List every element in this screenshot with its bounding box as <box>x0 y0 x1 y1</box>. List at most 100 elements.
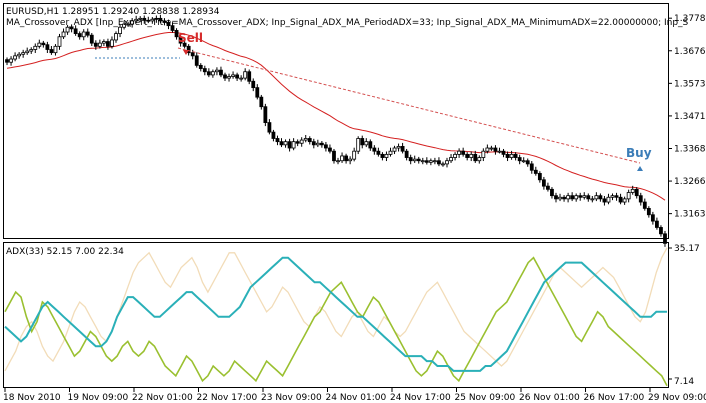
sell-signal[interactable]: Sell <box>178 31 203 55</box>
candle-body <box>655 220 659 228</box>
time-tick-label: 24 Nov 01:00 <box>326 393 387 403</box>
candle-body <box>247 71 252 82</box>
candle-body <box>582 195 587 198</box>
candle-body <box>186 45 191 54</box>
candle-body <box>101 41 106 44</box>
candle-body <box>578 195 583 198</box>
candle-body <box>227 76 231 79</box>
candle-body <box>194 55 199 66</box>
candle-body <box>574 195 579 200</box>
candle-body <box>481 150 486 158</box>
candle-body <box>182 42 187 47</box>
candle-body <box>566 195 571 200</box>
candle-body <box>166 22 171 27</box>
candle-body <box>509 153 514 158</box>
candle-body <box>449 157 453 162</box>
indicator-pane[interactable] <box>3 242 669 388</box>
candle-body <box>328 147 332 152</box>
candle-body <box>473 153 478 162</box>
adx-lines-layer <box>4 247 668 387</box>
candle-body <box>21 52 26 55</box>
candle-body <box>158 17 163 22</box>
candle-body <box>610 195 615 198</box>
candle-body <box>275 138 280 143</box>
candle-body <box>81 31 86 38</box>
candle-body <box>57 36 62 47</box>
candle-body <box>142 17 147 21</box>
price-pane[interactable] <box>3 3 669 239</box>
candle-body <box>130 20 135 25</box>
expert-advisor-header: MA_Crossover_ADX [Inp_Expert_Title=MA_Cr… <box>6 18 689 28</box>
candle-body <box>461 150 466 155</box>
candle-body <box>533 169 538 174</box>
candle-body <box>562 196 566 200</box>
candle-body <box>263 106 268 123</box>
candle-body <box>219 69 223 76</box>
candle-body <box>622 198 627 203</box>
candle-body <box>210 71 215 76</box>
candle-body <box>198 64 203 69</box>
candle-body <box>541 179 546 187</box>
candle-body <box>283 141 288 146</box>
candle-body <box>307 138 312 143</box>
candle-body <box>110 39 114 47</box>
candle-body <box>570 195 575 200</box>
candle-body <box>634 188 639 197</box>
buy-signal-label: Buy <box>626 146 652 160</box>
candle-body <box>170 25 175 31</box>
candle-body <box>162 20 167 23</box>
price-axis: 1.37785 1.36760 1.35735 1.34710 1.33685 1.326… <box>668 14 706 220</box>
candle-body <box>594 195 599 200</box>
candle-body <box>29 49 34 52</box>
candle-body <box>49 49 54 54</box>
plus-di-line <box>4 256 668 387</box>
candle-body <box>65 26 70 33</box>
candle-body <box>396 146 401 149</box>
candle-body <box>267 122 272 133</box>
candle-body <box>626 192 631 200</box>
candle-body <box>646 207 651 216</box>
candle-body <box>114 33 118 41</box>
candle-body <box>315 142 320 146</box>
time-axis: 18 Nov 2010 19 Nov 09:00 22 Nov 01:00 22 No… <box>3 388 706 403</box>
candle-body <box>154 17 159 20</box>
candle-body <box>457 150 462 155</box>
candle-body <box>368 141 373 149</box>
candle-body <box>106 41 110 47</box>
candle-body <box>614 195 619 198</box>
candle-body <box>348 158 353 162</box>
candle-body <box>400 146 405 152</box>
candle-body <box>37 42 42 47</box>
candle-body <box>299 139 304 144</box>
time-tick-label: 25 Nov 09:00 <box>455 393 516 403</box>
buy-signal[interactable]: Buy <box>626 146 652 171</box>
candle-body <box>206 71 211 76</box>
candle-body <box>586 195 591 200</box>
candle-body <box>364 141 369 146</box>
price-tick-label: 1.32660 <box>674 177 706 187</box>
candle-body <box>372 147 377 152</box>
candle-body <box>550 188 554 197</box>
time-tick-label: 19 Nov 09:00 <box>68 393 129 403</box>
adx-indicator-header: ADX(33) 52.15 7.00 22.34 <box>6 247 124 257</box>
candle-body <box>146 19 151 22</box>
candle-body <box>295 141 300 144</box>
time-tick-label: 23 Nov 09:00 <box>261 393 322 403</box>
candle-body <box>453 153 457 158</box>
candle-body <box>235 74 240 79</box>
candle-body <box>344 155 348 162</box>
candle-body <box>291 141 296 149</box>
candle-body <box>356 138 361 152</box>
candle-body <box>437 160 441 165</box>
candle-body <box>392 147 397 152</box>
candle-body <box>638 195 643 203</box>
candle-body <box>85 31 90 36</box>
candle-body <box>174 30 179 38</box>
adx-axis-min: 7.14 <box>674 377 694 387</box>
candle-body <box>287 141 292 149</box>
candle-body <box>441 163 445 166</box>
candle-body <box>13 55 17 60</box>
candle-body <box>517 157 522 162</box>
